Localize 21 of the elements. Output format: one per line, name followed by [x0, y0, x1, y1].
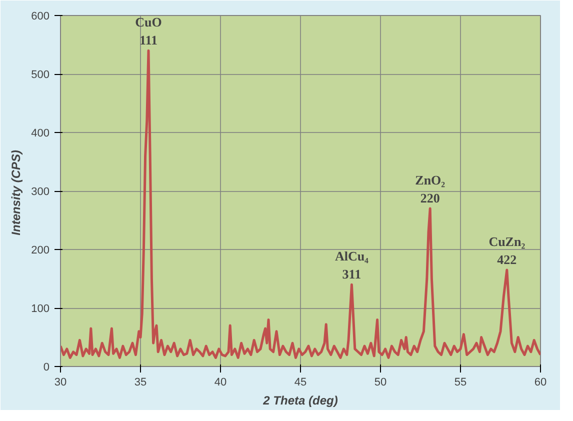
x-tick-label: 35 [134, 376, 147, 388]
x-tick-label: 40 [214, 376, 227, 388]
y-axis-title: Intensity (CPS) [9, 150, 24, 236]
x-tick-label: 60 [534, 376, 547, 388]
y-tick-label: 0 [43, 362, 50, 374]
y-tick-label: 400 [31, 128, 50, 140]
line-series [60, 49, 540, 359]
y-tick-label: 600 [31, 10, 50, 22]
annotation: ZnO₂ 220 [415, 172, 446, 206]
y-tick-label: 100 [31, 303, 50, 315]
x-tick-label: 50 [374, 376, 387, 388]
annotation: AlCu₄ 311 [334, 248, 369, 282]
y-tick-label: 200 [31, 244, 50, 256]
annotation: CuZn₂ 422 [488, 234, 526, 267]
x-tick-label: 45 [294, 376, 307, 388]
x-tick-label: 55 [454, 376, 467, 388]
y-tick-label: 300 [31, 186, 50, 198]
x-tick-label: 30 [54, 376, 67, 388]
y-tick-label: 500 [31, 69, 50, 81]
annotation: CuO 111 [135, 14, 162, 48]
x-axis-title: 2 Theta (deg) [262, 394, 338, 408]
